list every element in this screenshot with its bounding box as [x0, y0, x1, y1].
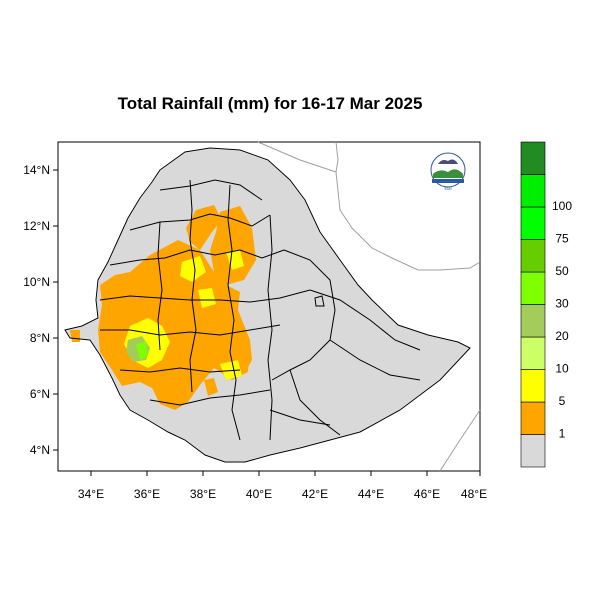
regional-borders	[64, 147, 471, 463]
map-title: Total Rainfall (mm) for 16-17 Mar 2025	[117, 94, 423, 113]
legend-label: 5	[559, 394, 566, 408]
legend-label: 100	[552, 199, 572, 213]
y-tick-label: 6°N	[30, 387, 50, 401]
legend-label: 1	[559, 427, 566, 441]
y-tick-label: 12°N	[23, 219, 50, 233]
x-tick-label: 42°E	[302, 487, 328, 501]
x-tick-label: 40°E	[246, 487, 272, 501]
x-tick-label: 36°E	[134, 487, 160, 501]
x-tick-label: 48°E	[461, 487, 487, 501]
legend-swatch	[520, 369, 546, 403]
x-tick-label: 34°E	[78, 487, 104, 501]
x-tick-label: 38°E	[190, 487, 216, 501]
legend-swatch	[520, 304, 546, 338]
legend-label: 30	[555, 297, 569, 311]
legend-swatch	[520, 336, 546, 370]
legend-swatch	[520, 271, 546, 305]
neighbor-borders	[257, 141, 481, 472]
legend-label: 50	[555, 264, 569, 278]
y-tick-label: 10°N	[23, 275, 50, 289]
x-tick-label: 44°E	[358, 487, 384, 501]
rainfall-30-50	[136, 342, 148, 360]
legend-label: 20	[555, 329, 569, 343]
x-tick-label: 46°E	[414, 487, 440, 501]
x-axis: 34°E 36°E 38°E 40°E 42°E 44°E 46°E 48°E	[78, 471, 487, 501]
legend-label: 75	[555, 232, 569, 246]
legend-swatch	[520, 401, 546, 435]
y-axis: 14°N 12°N 10°N 8°N 6°N 4°N	[23, 163, 58, 457]
legend-swatch	[520, 174, 546, 208]
y-tick-label: 14°N	[23, 163, 50, 177]
y-tick-label: 8°N	[30, 331, 50, 345]
legend-swatch	[520, 434, 546, 468]
color-legend: 1 5 10 20 30 50 75 100	[520, 141, 572, 468]
meteorology-agency-logo: EMI	[420, 152, 476, 192]
legend-label: 10	[555, 362, 569, 376]
rainfall-1-5	[70, 205, 256, 410]
y-tick-label: 4°N	[30, 443, 50, 457]
svg-text:EMI: EMI	[444, 186, 451, 191]
legend-swatch	[520, 239, 546, 273]
legend-swatch	[520, 141, 546, 175]
legend-swatch	[520, 206, 546, 240]
